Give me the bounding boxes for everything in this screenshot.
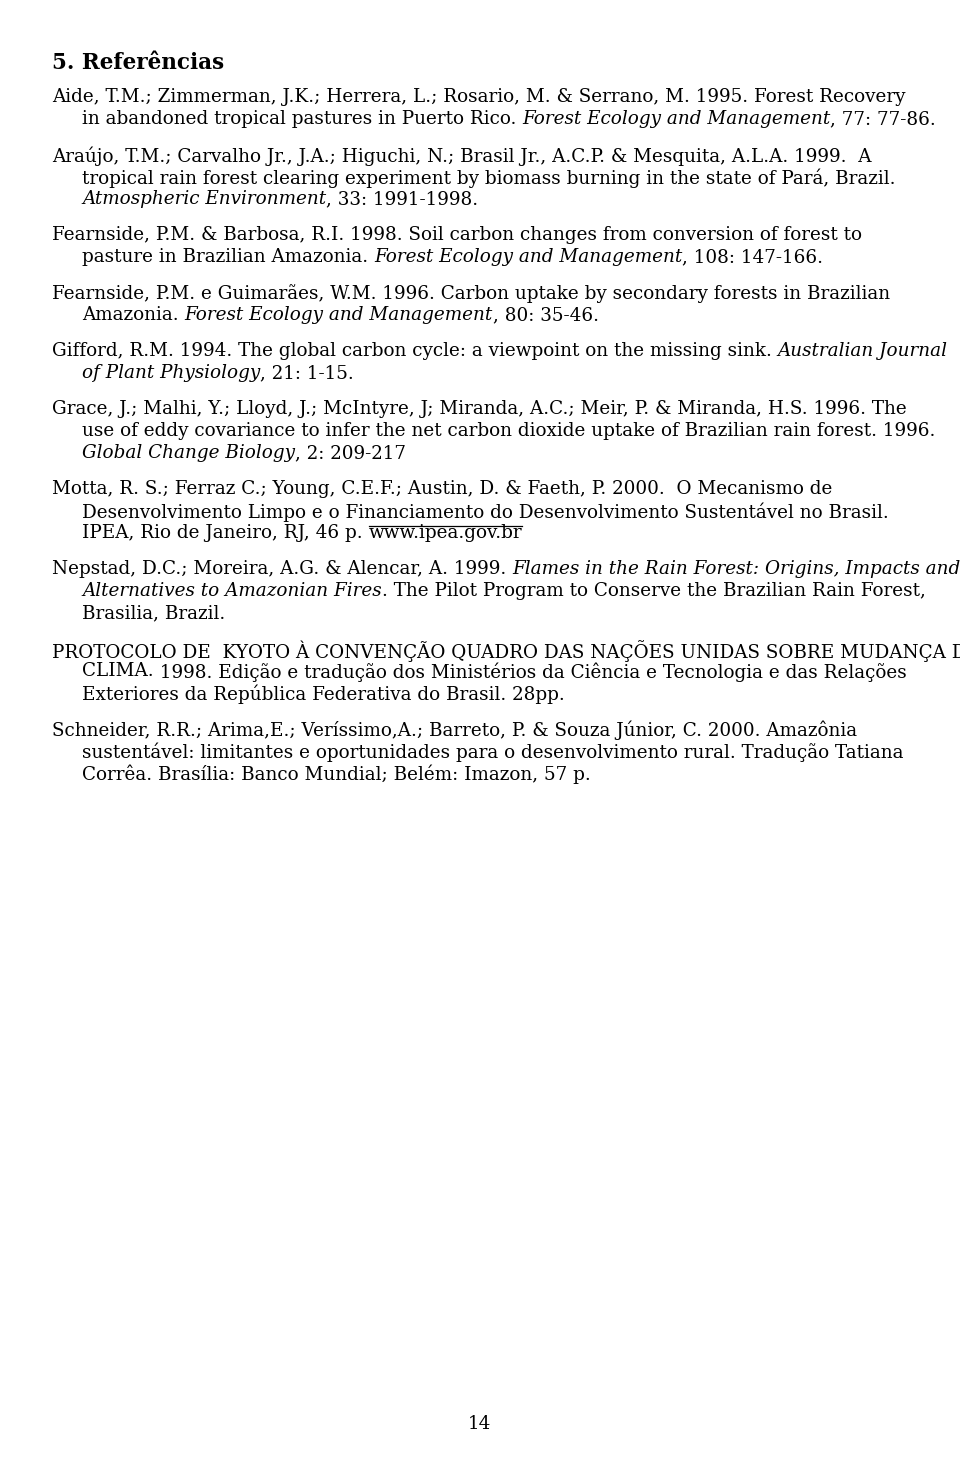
Text: Motta, R. S.; Ferraz C.; Young, C.E.F.; Austin, D. & Faeth, P. 2000.  O Mecanism: Motta, R. S.; Ferraz C.; Young, C.E.F.; … xyxy=(52,480,832,498)
Text: Fearnside, P.M. e Guimarães, W.M. 1996. Carbon uptake by secondary forests in Br: Fearnside, P.M. e Guimarães, W.M. 1996. … xyxy=(52,284,890,303)
Text: Fearnside, P.M. & Barbosa, R.I. 1998. Soil carbon changes from conversion of for: Fearnside, P.M. & Barbosa, R.I. 1998. So… xyxy=(52,225,862,245)
Text: Amazonia.: Amazonia. xyxy=(82,306,184,324)
Text: Schneider, R.R.; Arima,E.; Veríssimo,A.; Barreto, P. & Souza Júnior, C. 2000. Am: Schneider, R.R.; Arima,E.; Veríssimo,A.;… xyxy=(52,720,857,739)
Text: Desenvolvimento Limpo e o Financiamento do Desenvolvimento Sustentável no Brasil: Desenvolvimento Limpo e o Financiamento … xyxy=(82,502,889,521)
Text: 5. Referências: 5. Referências xyxy=(52,52,224,74)
Text: Alternatives to Amazonian Fires: Alternatives to Amazonian Fires xyxy=(82,582,382,600)
Text: , 77: 77-86.: , 77: 77-86. xyxy=(830,110,936,128)
Text: Grace, J.; Malhi, Y.; Lloyd, J.; McIntyre, J; Miranda, A.C.; Meir, P. & Miranda,: Grace, J.; Malhi, Y.; Lloyd, J.; McIntyr… xyxy=(52,401,907,418)
Text: Forest Ecology and Management: Forest Ecology and Management xyxy=(374,247,683,267)
Text: Araújo, T.M.; Carvalho Jr., J.A.; Higuchi, N.; Brasil Jr., A.C.P. & Mesquita, A.: Araújo, T.M.; Carvalho Jr., J.A.; Higuch… xyxy=(52,146,872,165)
Text: , 21: 1-15.: , 21: 1-15. xyxy=(260,364,354,382)
Text: pasture in Brazilian Amazonia.: pasture in Brazilian Amazonia. xyxy=(82,247,374,267)
Text: , 2: 209-217: , 2: 209-217 xyxy=(295,443,406,463)
Text: IPEA, Rio de Janeiro, RJ, 46 p.: IPEA, Rio de Janeiro, RJ, 46 p. xyxy=(82,524,369,542)
Text: www.ipea.gov.br: www.ipea.gov.br xyxy=(369,524,522,542)
Text: Nepstad, D.C.; Moreira, A.G. & Alencar, A. 1999.: Nepstad, D.C.; Moreira, A.G. & Alencar, … xyxy=(52,560,512,577)
Text: Corrêa. Brasília: Banco Mundial; Belém: Imazon, 57 p.: Corrêa. Brasília: Banco Mundial; Belém: … xyxy=(82,764,590,784)
Text: 14: 14 xyxy=(468,1416,492,1433)
Text: Australian Journal: Australian Journal xyxy=(778,342,948,359)
Text: of Plant Physiology: of Plant Physiology xyxy=(82,364,260,382)
Text: , 108: 147-166.: , 108: 147-166. xyxy=(683,247,824,267)
Text: Exteriores da República Federativa do Brasil. 28pp.: Exteriores da República Federativa do Br… xyxy=(82,683,564,704)
Text: CLIMA.: CLIMA. xyxy=(82,661,154,681)
Text: Global Change Biology: Global Change Biology xyxy=(82,443,295,463)
Text: . The Pilot Program to Conserve the Brazilian Rain Forest,: . The Pilot Program to Conserve the Braz… xyxy=(382,582,925,600)
Text: Brasilia, Brazil.: Brasilia, Brazil. xyxy=(82,604,226,622)
Text: in abandoned tropical pastures in Puerto Rico.: in abandoned tropical pastures in Puerto… xyxy=(82,110,522,128)
Text: 1998. Edição e tradução dos Ministérios da Ciência e Tecnologia e das Relações: 1998. Edição e tradução dos Ministérios … xyxy=(154,661,906,682)
Text: , 80: 35-46.: , 80: 35-46. xyxy=(492,306,599,324)
Text: sustentável: limitantes e oportunidades para o desenvolvimento rural. Tradução T: sustentável: limitantes e oportunidades … xyxy=(82,742,903,762)
Text: Forest Ecology and Management: Forest Ecology and Management xyxy=(184,306,492,324)
Text: Forest Ecology and Management: Forest Ecology and Management xyxy=(522,110,830,128)
Text: Flames in the Rain Forest: Origins, Impacts and: Flames in the Rain Forest: Origins, Impa… xyxy=(512,560,960,577)
Text: Atmospheric Environment: Atmospheric Environment xyxy=(82,190,326,208)
Text: , 33: 1991-1998.: , 33: 1991-1998. xyxy=(326,190,478,208)
Text: Gifford, R.M. 1994. The global carbon cycle: a viewpoint on the missing sink.: Gifford, R.M. 1994. The global carbon cy… xyxy=(52,342,778,359)
Text: Aide, T.M.; Zimmerman, J.K.; Herrera, L.; Rosario, M. & Serrano, M. 1995. Forest: Aide, T.M.; Zimmerman, J.K.; Herrera, L.… xyxy=(52,88,905,106)
Text: tropical rain forest clearing experiment by biomass burning in the state of Pará: tropical rain forest clearing experiment… xyxy=(82,168,896,187)
Text: use of eddy covariance to infer the net carbon dioxide uptake of Brazilian rain : use of eddy covariance to infer the net … xyxy=(82,421,935,440)
Text: PROTOCOLO DE  KYOTO À CONVENÇÃO QUADRO DAS NAÇÕES UNIDAS SOBRE MUDANÇA DO: PROTOCOLO DE KYOTO À CONVENÇÃO QUADRO DA… xyxy=(52,639,960,661)
